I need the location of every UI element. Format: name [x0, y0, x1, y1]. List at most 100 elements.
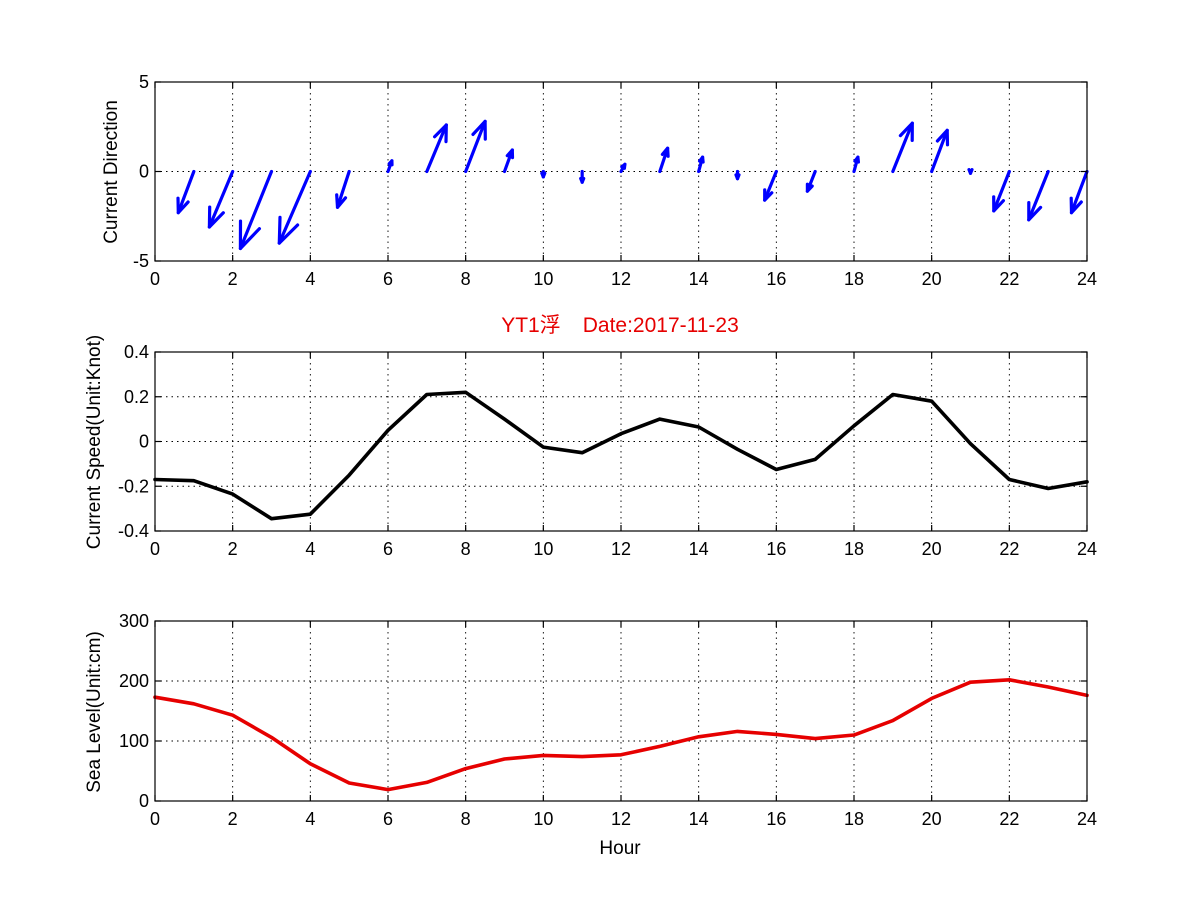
- x-tick-label: 2: [228, 269, 238, 289]
- x-tick-labels: 0 2 4 6 8 10 12 14 16 18 20 22 24: [150, 269, 1097, 289]
- plot-area-border: [154, 351, 1088, 532]
- x-tick-label: 12: [611, 809, 631, 829]
- quiver-arrow: [579, 169, 586, 184]
- quiver-arrow: [763, 169, 778, 202]
- quiver-arrow: [1027, 169, 1050, 222]
- x-tick-label: 18: [844, 269, 864, 289]
- chart-title: YT1浮 Date:2017-11-23: [501, 314, 739, 337]
- quiver-arrow: [891, 121, 914, 174]
- x-tick-labels: 0 2 4 6 8 10 12 14 16 18 20 22 24: [150, 809, 1097, 829]
- x-tick-label: 2: [228, 539, 238, 559]
- quiver-arrow: [734, 169, 741, 181]
- plot-area-border: [154, 81, 1088, 262]
- x-tick-label: 10: [533, 539, 553, 559]
- quiver-arrow: [1069, 169, 1089, 215]
- current-direction-chart: 0 2 4 6 8 10 12 14 16 18 20 22 24 -505 Current Direc…: [101, 72, 1097, 289]
- x-axis-label: Hour: [599, 838, 641, 859]
- current-speed-chart: YT1浮 Date:2017-11-23 0 2 4 6 8 10 12 14 16 18 20 22 2…: [84, 314, 1097, 559]
- chart-title-station: YT1浮: [501, 314, 561, 337]
- x-tick-label: 6: [383, 269, 393, 289]
- x-tick-label: 16: [766, 809, 786, 829]
- quiver-arrow: [277, 169, 312, 245]
- x-tick-label: 2: [228, 809, 238, 829]
- quiver-arrow: [992, 169, 1011, 213]
- x-tick-label: 12: [611, 539, 631, 559]
- quiver-arrow: [238, 169, 274, 251]
- plot-area-border: [154, 620, 1088, 802]
- quiver-arrow: [425, 123, 448, 174]
- x-tick-label: 0: [150, 539, 160, 559]
- x-tick-label: 22: [999, 539, 1019, 559]
- y-tick-label: 0.2: [124, 387, 149, 407]
- y-tick-label: 0: [139, 432, 149, 452]
- x-tick-label: 6: [383, 809, 393, 829]
- chart-title-date: Date:2017-11-23: [583, 314, 739, 337]
- x-tick-label: 10: [533, 269, 553, 289]
- x-tick-label: 20: [922, 809, 942, 829]
- x-tick-label: 8: [461, 269, 471, 289]
- axes-frame: [154, 351, 1088, 532]
- y-tick-label: -0.4: [118, 521, 149, 541]
- y-tick-label: 0: [139, 162, 149, 182]
- quiver-arrows: [176, 119, 1089, 251]
- y-tick-label: -5: [133, 251, 149, 271]
- x-tick-label: 0: [150, 269, 160, 289]
- series-line: [153, 677, 1089, 792]
- x-tick-label: 14: [689, 269, 709, 289]
- quiver-arrow: [335, 169, 351, 209]
- x-tick-label: 14: [689, 539, 709, 559]
- y-axis-label: Sea Level(Unit:cm): [84, 631, 105, 793]
- x-tick-label: 20: [922, 269, 942, 289]
- x-tick-label: 18: [844, 809, 864, 829]
- quiver-arrow: [386, 159, 394, 174]
- series-line: [153, 390, 1089, 521]
- sea-level-line: [153, 677, 1089, 792]
- grid: [155, 621, 1087, 801]
- y-tick-label: -0.2: [118, 476, 149, 496]
- x-tick-label: 0: [150, 809, 160, 829]
- x-tick-label: 24: [1077, 539, 1097, 559]
- quiver-arrow: [464, 119, 487, 174]
- x-tick-label: 14: [689, 809, 709, 829]
- quiver-arrow: [930, 128, 950, 174]
- x-tick-label: 22: [999, 269, 1019, 289]
- y-tick-labels: -0.4 -0.2 0 0.2 0.4: [118, 342, 149, 541]
- quiver-arrow: [852, 155, 861, 174]
- x-tick-label: 16: [766, 539, 786, 559]
- x-tick-label: 16: [766, 269, 786, 289]
- y-tick-label: 100: [119, 731, 149, 751]
- y-tick-label: 0: [139, 791, 149, 811]
- quiver-arrow: [619, 162, 627, 174]
- grid: [155, 352, 1087, 531]
- x-tick-label: 8: [461, 809, 471, 829]
- x-tick-label: 22: [999, 809, 1019, 829]
- y-tick-labels: 0 100 200 300: [119, 611, 149, 811]
- x-tick-label: 24: [1077, 809, 1097, 829]
- x-tick-label: 18: [844, 539, 864, 559]
- x-tick-label: 8: [461, 539, 471, 559]
- y-tick-label: 5: [139, 72, 149, 92]
- x-tick-label: 6: [383, 539, 393, 559]
- axes-frame: [154, 620, 1088, 802]
- y-axis-label: Current Direction: [101, 100, 122, 244]
- x-tick-label: 24: [1077, 269, 1097, 289]
- quiver-arrow: [697, 155, 705, 174]
- x-tick-labels: 0 2 4 6 8 10 12 14 16 18 20 22 24: [150, 539, 1097, 559]
- y-tick-label: 0.4: [124, 342, 149, 362]
- x-tick-label: 10: [533, 809, 553, 829]
- quiver-arrow: [805, 169, 817, 193]
- x-tick-label: 4: [305, 269, 315, 289]
- x-tick-label: 12: [611, 269, 631, 289]
- y-tick-label: 200: [119, 671, 149, 691]
- y-axis-label: Current Speed(Unit:Knot): [84, 335, 105, 549]
- y-tick-label: 300: [119, 611, 149, 631]
- axes-frame: [154, 81, 1088, 262]
- quiver-arrow: [540, 169, 547, 179]
- x-tick-label: 20: [922, 539, 942, 559]
- y-tick-labels: -5 0 5: [133, 72, 149, 271]
- quiver-arrow: [207, 169, 235, 229]
- quiver-arrow: [967, 168, 974, 175]
